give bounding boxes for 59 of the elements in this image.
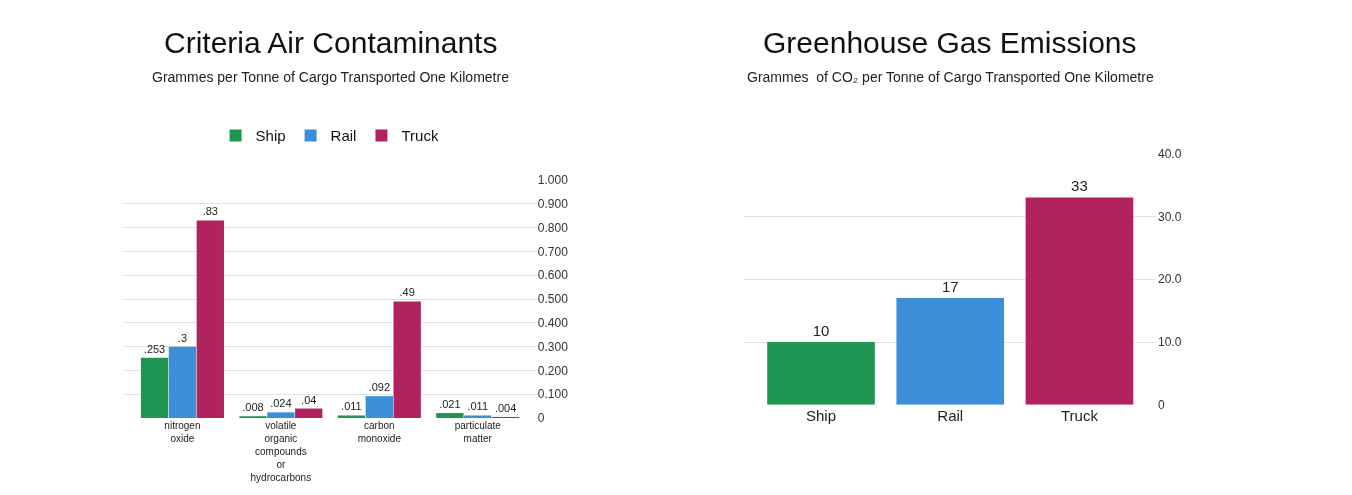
data-label: .011 xyxy=(341,400,362,413)
data-label: .3 xyxy=(177,331,188,344)
y-tick-label: 0.100 xyxy=(537,387,569,402)
legend-label: Rail xyxy=(330,127,357,145)
bar xyxy=(896,298,1005,405)
data-label: .008 xyxy=(242,401,264,414)
y-tick-label: 0 xyxy=(1157,398,1165,413)
x-tick-label: Truck xyxy=(1060,406,1099,424)
bar xyxy=(337,415,366,419)
data-label: .011 xyxy=(467,400,489,413)
y-tick-label: 0.200 xyxy=(537,363,569,378)
y-tick-label: 0 xyxy=(537,411,545,426)
y-tick-label: 0.500 xyxy=(537,292,569,307)
bar xyxy=(267,412,295,419)
y-tick-label: 40.0 xyxy=(1157,146,1182,161)
chart-title: Criteria Air Contaminants xyxy=(164,26,498,59)
x-tick-label: volatile organic compounds or hydrocarbons xyxy=(250,420,312,484)
data-label: 10 xyxy=(812,322,830,340)
legend-label: Ship xyxy=(255,127,286,145)
bar xyxy=(436,413,464,419)
y-tick-label: 0.400 xyxy=(537,316,569,331)
chart-subtitle: Grammes of CO₂ per Tonne of Cargo Transported One Kilometre xyxy=(747,69,1154,85)
data-label: .024 xyxy=(270,397,292,410)
y-tick-label: 0.600 xyxy=(537,268,569,283)
bar xyxy=(196,220,224,419)
y-tick-label: 0.900 xyxy=(537,196,569,211)
x-tick-label: Rail xyxy=(937,406,964,424)
y-tick-label: 0.800 xyxy=(537,220,569,235)
y-tick-label: 0.300 xyxy=(537,339,569,354)
data-label: .49 xyxy=(399,286,415,299)
y-tick-label: 20.0 xyxy=(1157,272,1182,287)
chart-title: Greenhouse Gas Emissions xyxy=(763,26,1137,59)
data-label: .092 xyxy=(368,381,391,394)
x-tick-label: carbon monoxide xyxy=(357,420,402,445)
y-tick-label: 0.700 xyxy=(537,244,569,259)
data-label: .253 xyxy=(143,342,166,355)
chart-subtitle: Grammes per Tonne of Cargo Transported One Kilometre xyxy=(152,69,510,85)
y-tick-label: 10.0 xyxy=(1157,335,1182,350)
bar xyxy=(767,342,875,405)
bar xyxy=(140,357,169,419)
data-label: 17 xyxy=(941,278,959,296)
bar xyxy=(168,346,197,419)
bar xyxy=(393,301,421,419)
x-tick-label: nitrogen oxide xyxy=(164,420,201,445)
data-label: 33 xyxy=(1071,177,1088,195)
data-label: .04 xyxy=(301,393,317,406)
x-tick-label: particulate matter xyxy=(454,420,502,445)
data-label: .83 xyxy=(202,205,218,218)
bar xyxy=(239,416,267,419)
data-label: .004 xyxy=(494,401,517,414)
legend-label: Truck xyxy=(401,127,439,145)
y-tick-label: 30.0 xyxy=(1157,209,1182,224)
bar xyxy=(1025,197,1134,405)
bar xyxy=(295,408,323,419)
bar xyxy=(365,396,393,419)
x-tick-label: Ship xyxy=(806,406,837,424)
data-label: .021 xyxy=(439,398,461,411)
y-tick-label: 1.000 xyxy=(537,173,569,188)
bar xyxy=(464,415,492,419)
